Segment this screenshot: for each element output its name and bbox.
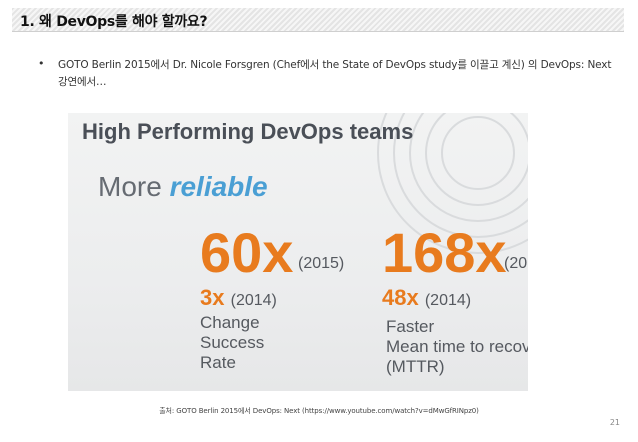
- source-caption: 출처: GOTO Berlin 2015에서 DevOps: Next (htt…: [159, 407, 479, 415]
- left-prev-value: 3x: [200, 285, 225, 310]
- right-big-year: (2015): [504, 255, 528, 272]
- left-prev-row: 3x (2014): [200, 285, 277, 311]
- right-prev-value: 48x: [382, 285, 419, 310]
- decorative-circles-graphic: [377, 113, 528, 254]
- left-metric: Change Success Rate: [200, 313, 264, 373]
- left-prev-year: (2014): [230, 292, 277, 309]
- left-metric-line: Change: [200, 313, 260, 332]
- title-bar: 1. 왜 DevOps를 해야 할까요?: [12, 8, 624, 32]
- right-metric-line: Faster: [386, 317, 435, 336]
- right-prev-year: (2014): [424, 292, 472, 309]
- bullet-text: GOTO Berlin 2015에서 Dr. Nicole Forsgren (…: [58, 59, 612, 88]
- slide-heading: High Performing DevOps teams: [82, 119, 414, 144]
- bullet-marker: •: [38, 57, 45, 70]
- left-big-value: 60x: [200, 221, 294, 284]
- page-title: 1. 왜 DevOps를 해야 할까요?: [20, 14, 208, 30]
- subhead-accent: reliable: [169, 171, 268, 202]
- page-number: 21: [609, 418, 620, 427]
- slide-subhead: More reliable: [98, 171, 268, 203]
- right-metric-line: Mean time to recovery: [386, 337, 528, 356]
- right-prev-row: 48x (2014): [382, 285, 471, 311]
- left-metric-line: Success: [200, 333, 265, 352]
- left-big-year: (2015): [298, 255, 345, 272]
- subhead-prefix: More: [98, 171, 170, 202]
- right-big-value: 168x: [382, 221, 507, 284]
- right-metric: Faster Mean time to recovery (MTTR): [386, 317, 528, 377]
- slide-image: High Performing DevOps teams More reliab…: [68, 113, 528, 391]
- left-metric-line: Rate: [200, 353, 236, 372]
- right-metric-line: (MTTR): [386, 357, 445, 376]
